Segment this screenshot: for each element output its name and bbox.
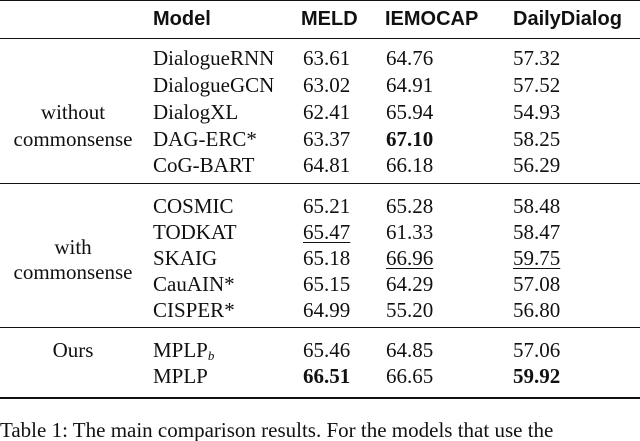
meld-score: 65.15: [303, 272, 351, 296]
header-dailydialog: DailyDialog: [513, 8, 622, 30]
header-rule: [0, 38, 640, 39]
model-name: MPLP: [153, 364, 208, 388]
header-meld: MELD: [301, 8, 358, 30]
model-name: DialogueGCN: [153, 73, 275, 97]
model-name: SKAIG: [153, 246, 218, 270]
group-label-without-line2: commonsense: [13, 127, 133, 151]
model-name: DialogXL: [153, 100, 239, 124]
daily-score-best: 59.92: [513, 364, 561, 388]
iemocap-score: 64.85: [386, 338, 434, 362]
meld-score-second: 65.47: [303, 220, 351, 244]
iemocap-score: 55.20: [386, 298, 434, 322]
model-name: TODKAT: [153, 220, 237, 244]
meld-score: 65.46: [303, 338, 351, 362]
table-caption: Table 1: The main comparison results. Fo…: [0, 420, 554, 441]
model-name: DialogueRNN: [153, 46, 275, 70]
iemocap-score: 64.91: [386, 73, 434, 97]
daily-score: 57.52: [513, 73, 561, 97]
meld-score: 64.81: [303, 153, 351, 177]
header-model: Model: [153, 8, 211, 30]
daily-score: 57.08: [513, 272, 561, 296]
daily-score: 56.29: [513, 153, 561, 177]
meld-score: 64.99: [303, 298, 351, 322]
model-name: CISPER*: [153, 298, 235, 322]
group2-rule: [0, 327, 640, 328]
bottom-rule: [0, 397, 640, 399]
group1-rule: [0, 183, 640, 184]
group-label-without-line1: without: [40, 100, 106, 124]
daily-score: 58.25: [513, 127, 561, 151]
model-name: DAG-ERC*: [153, 127, 257, 151]
daily-score: 57.06: [513, 338, 561, 362]
iemocap-score: 66.18: [386, 153, 434, 177]
group-label-with-line1: with: [54, 235, 92, 259]
top-rule: [0, 0, 640, 1]
iemocap-score: 65.94: [386, 100, 434, 124]
model-name: CoG-BART: [153, 153, 255, 177]
iemocap-score: 65.28: [386, 194, 434, 218]
meld-score-best: 66.51: [303, 364, 351, 388]
group-label-ours: Ours: [52, 338, 94, 362]
iemocap-score: 66.65: [386, 364, 434, 388]
meld-score: 63.61: [303, 46, 351, 70]
model-name: CauAIN*: [153, 272, 235, 296]
iemocap-score-second: 66.96: [386, 246, 434, 270]
iemocap-score-best: 67.10: [386, 127, 434, 151]
header-iemocap: IEMOCAP: [385, 8, 479, 30]
daily-score: 56.80: [513, 298, 561, 322]
group-label-with-line2: commonsense: [13, 260, 133, 284]
iemocap-score: 64.76: [386, 46, 434, 70]
meld-score: 62.41: [303, 100, 351, 124]
daily-score: 58.47: [513, 220, 561, 244]
daily-score-second: 59.75: [513, 246, 561, 270]
model-name: COSMIC: [153, 194, 234, 218]
model-subscript: b: [207, 348, 215, 363]
iemocap-score: 64.29: [386, 272, 434, 296]
meld-score: 65.18: [303, 246, 351, 270]
model-name-base: MPLP: [153, 338, 208, 362]
iemocap-score: 61.33: [386, 220, 434, 244]
daily-score: 58.48: [513, 194, 561, 218]
daily-score: 54.93: [513, 100, 561, 124]
meld-score: 65.21: [303, 194, 351, 218]
meld-score: 63.02: [303, 73, 351, 97]
daily-score: 57.32: [513, 46, 561, 70]
meld-score: 63.37: [303, 127, 351, 151]
model-name: MPLPb: [153, 338, 215, 363]
